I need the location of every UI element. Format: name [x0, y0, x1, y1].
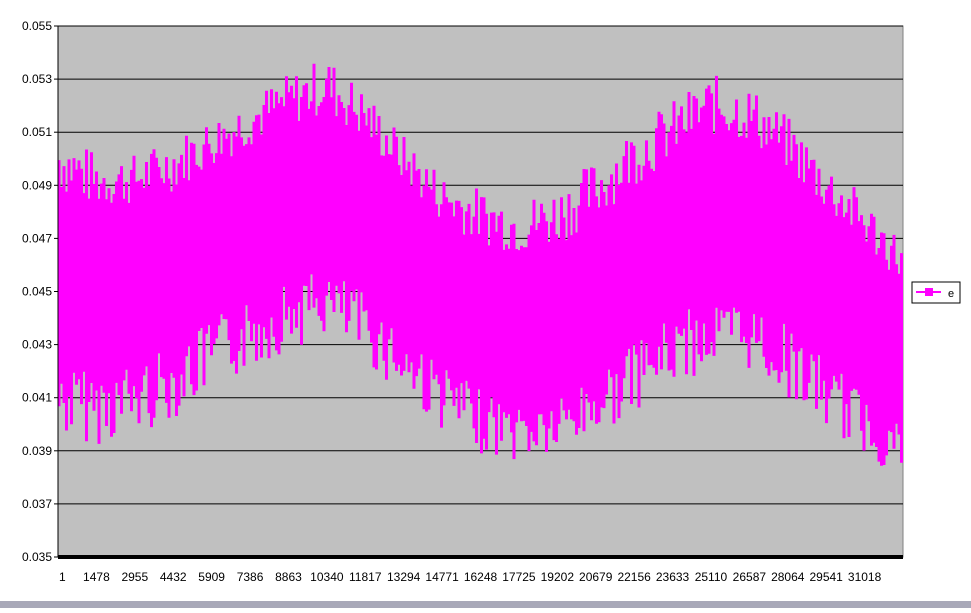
- x-tick-label: 5909: [198, 570, 225, 584]
- x-tick-label: 11817: [349, 570, 382, 584]
- x-tick-label: 14771: [425, 570, 459, 584]
- y-tick-label: 0.035: [22, 550, 52, 564]
- x-tick-label: 16248: [464, 570, 498, 584]
- x-tick-label: 29541: [809, 570, 843, 584]
- legend-label: e: [948, 288, 954, 300]
- x-tick-label: 7386: [237, 570, 264, 584]
- y-tick-label: 0.039: [22, 444, 52, 458]
- x-tick-label: 1: [59, 570, 66, 584]
- window-bottom-border: [0, 601, 971, 608]
- y-tick-label: 0.045: [22, 285, 52, 299]
- x-tick-label: 31018: [848, 570, 882, 584]
- x-tick-label: 8863: [275, 570, 302, 584]
- x-tick-label: 20679: [579, 570, 613, 584]
- x-tick-label: 23633: [656, 570, 690, 584]
- y-tick-label: 0.037: [22, 497, 52, 511]
- x-tick-label: 1478: [83, 570, 110, 584]
- x-tick-label: 19202: [541, 570, 575, 584]
- x-tick-label: 26587: [733, 570, 767, 584]
- series-e: [57, 63, 903, 466]
- legend: e: [911, 281, 961, 304]
- y-tick-label: 0.047: [22, 231, 52, 245]
- x-tick-label: 4432: [160, 570, 187, 584]
- y-tick-label: 0.053: [22, 72, 52, 86]
- y-axis-ticks: 0.035 0.037 0.039 0.041 0.043 0.045 0.047 0.049…: [22, 19, 58, 564]
- y-tick-label: 0.051: [22, 125, 52, 139]
- x-tick-label: 13294: [387, 570, 421, 584]
- y-tick-label: 0.049: [22, 178, 52, 192]
- x-tick-label: 17725: [502, 570, 536, 584]
- x-tick-label: 22156: [617, 570, 651, 584]
- y-tick-label: 0.043: [22, 338, 52, 352]
- x-tick-label: 10340: [310, 570, 344, 584]
- x-axis-ticks: 1 1478 2955 4432 5909 7386 8863 10340 11817 13294…: [59, 570, 882, 584]
- x-tick-label: 2955: [121, 570, 148, 584]
- legend-marker: [925, 288, 933, 296]
- x-tick-label: 25110: [695, 570, 728, 584]
- y-tick-label: 0.055: [22, 19, 52, 33]
- y-tick-label: 0.041: [22, 391, 52, 405]
- x-tick-label: 28064: [771, 570, 805, 584]
